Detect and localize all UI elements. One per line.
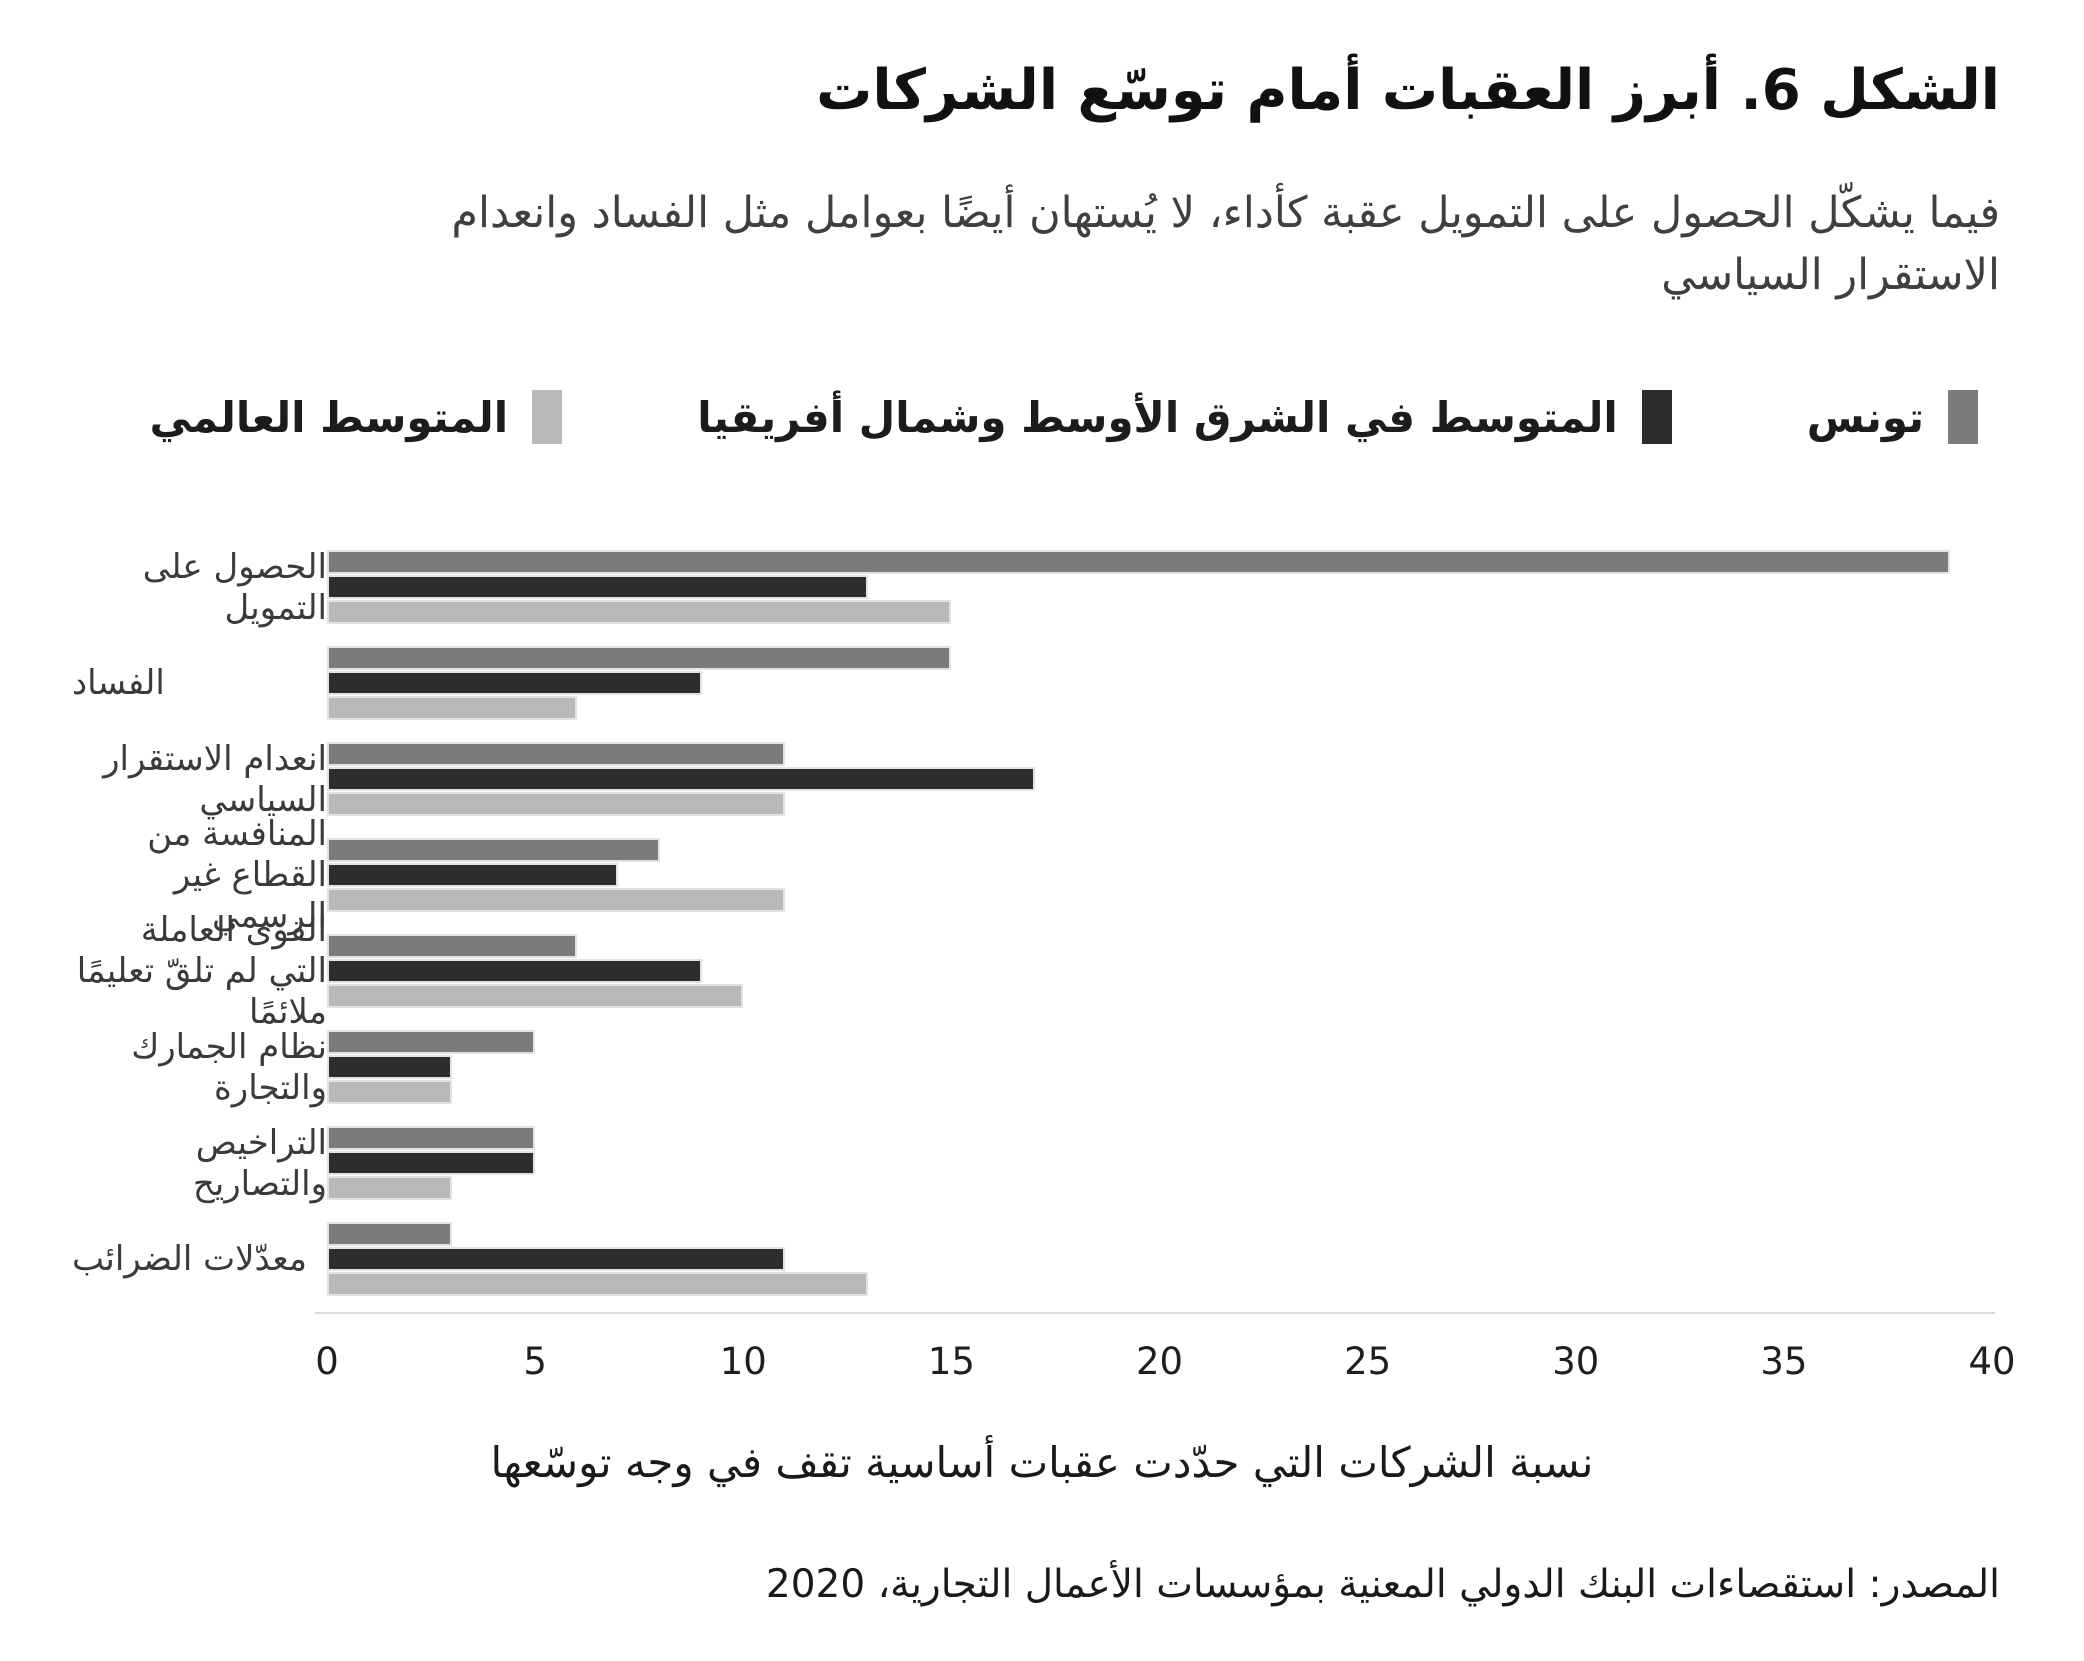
bar-series-1 — [327, 575, 869, 599]
x-tick-5: 5 — [523, 1340, 547, 1383]
legend: تونس المتوسط في الشرق الأوسط وشمال أفريقي… — [149, 390, 1978, 444]
bar-series-0 — [327, 838, 660, 862]
x-tick-20: 20 — [1135, 1340, 1184, 1383]
bar-series-2 — [327, 1080, 452, 1104]
bar-series-2 — [327, 984, 744, 1008]
chart-row-6: التراخيص والتصاريح — [60, 1122, 1992, 1222]
chart-row-1: الفساد — [60, 646, 1992, 742]
category-bars — [327, 550, 1992, 646]
x-axis-ticks: 0 5 10 15 20 25 30 35 40 — [315, 1340, 2015, 1395]
chart-row-3: المنافسة من القطاع غير الرسمي — [60, 814, 1992, 936]
legend-label: المتوسط العالمي — [149, 392, 509, 442]
bar-series-2 — [327, 792, 785, 816]
x-tick-15: 15 — [927, 1340, 975, 1383]
category-label: نظام الجمارك والتجارة — [131, 1026, 327, 1108]
category-label: القوى العاملة التي لم تلقّ تعليمًا ملائم… — [76, 910, 327, 1032]
category-bars — [327, 1126, 1992, 1222]
bar-series-1 — [327, 1151, 536, 1175]
legend-swatch-icon — [1641, 390, 1672, 444]
bar-series-1 — [327, 767, 1035, 791]
legend-label: تونس — [1806, 392, 1924, 442]
bar-series-2 — [327, 888, 785, 912]
category-label: المنافسة من القطاع غير الرسمي — [147, 814, 327, 936]
bar-series-2 — [327, 696, 577, 720]
legend-label: المتوسط في الشرق الأوسط وشمال أفريقيا — [697, 392, 1618, 442]
bar-series-2 — [327, 1272, 869, 1296]
bar-series-1 — [327, 863, 619, 887]
bar-series-0 — [327, 1222, 452, 1246]
bar-series-0 — [327, 1126, 536, 1150]
bar-series-1 — [327, 959, 702, 983]
chart-row-7: معدّلات الضرائب — [60, 1222, 1992, 1318]
legend-entry-0: تونس — [1807, 390, 1978, 444]
category-bars — [327, 1030, 1992, 1126]
category-label: انعدام الاستقرار السياسي — [103, 738, 327, 820]
category-label: الحصول على التمويل — [142, 546, 327, 628]
legend-entry-1: المتوسط في الشرق الأوسط وشمال أفريقيا — [697, 390, 1672, 444]
category-bars — [327, 646, 1992, 742]
x-axis-line — [315, 1312, 1995, 1314]
x-tick-30: 30 — [1552, 1340, 1600, 1383]
bar-series-2 — [327, 600, 952, 624]
figure-title: الشكل 6. أبرز العقبات أمام توسّع الشركات — [816, 58, 2000, 123]
bar-series-1 — [327, 1055, 452, 1079]
x-tick-40: 40 — [1968, 1340, 2016, 1383]
category-label: معدّلات الضرائب — [72, 1239, 308, 1280]
bar-series-0 — [327, 1030, 536, 1054]
category-bars — [327, 934, 1992, 1030]
bar-series-1 — [327, 671, 702, 695]
bar-series-0 — [327, 934, 577, 958]
chart-row-5: نظام الجمارك والتجارة — [60, 1026, 1992, 1126]
chart-row-4: القوى العاملة التي لم تلقّ تعليمًا ملائم… — [60, 910, 1992, 1032]
category-bars — [327, 838, 1992, 934]
legend-entry-2: المتوسط العالمي — [149, 390, 563, 444]
x-tick-35: 35 — [1760, 1340, 1808, 1383]
figure-subtitle: فيما يشكّل الحصول على التمويل عقبة كأداء… — [451, 188, 2000, 301]
x-tick-25: 25 — [1344, 1340, 1392, 1383]
category-bars — [327, 1222, 1992, 1318]
category-bars — [327, 742, 1992, 838]
chart-row-2: انعدام الاستقرار السياسي — [60, 738, 1992, 838]
x-tick-0: 0 — [315, 1340, 339, 1383]
category-label: الفساد — [72, 663, 165, 704]
source-note: المصدر: استقصاءات البنك الدولي المعنية ب… — [765, 1562, 2000, 1607]
x-tick-10: 10 — [719, 1340, 767, 1383]
legend-swatch-icon — [1948, 390, 1978, 444]
chart-rows: الحصول على التمويل الفساد انعدام الاستقرار… — [60, 546, 1992, 1318]
bar-series-0 — [327, 742, 785, 766]
bar-series-0 — [327, 550, 1951, 574]
bar-chart: الحصول على التمويل الفساد انعدام الاستقرار… — [60, 546, 1992, 1318]
bar-series-1 — [327, 1247, 785, 1271]
bar-series-0 — [327, 646, 952, 670]
x-axis-title: نسبة الشركات التي حدّدت عقبات أساسية تقف… — [490, 1438, 1594, 1487]
bar-series-2 — [327, 1176, 452, 1200]
legend-swatch-icon — [532, 390, 563, 444]
chart-row-0: الحصول على التمويل — [60, 546, 1992, 646]
category-label: التراخيص والتصاريح — [192, 1122, 327, 1204]
